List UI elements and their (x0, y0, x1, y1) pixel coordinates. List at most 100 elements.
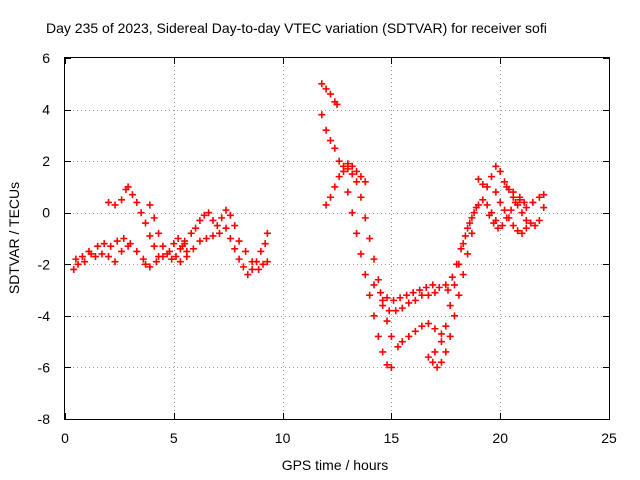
data-point (98, 250, 106, 258)
data-point (196, 237, 204, 245)
data-point (322, 85, 330, 93)
data-point (142, 260, 150, 268)
data-point (318, 111, 326, 119)
x-tick-label: 20 (492, 430, 508, 446)
x-tick-label: 10 (275, 430, 291, 446)
data-point (128, 191, 136, 199)
data-point (483, 183, 491, 191)
data-point (496, 167, 504, 175)
data-point (226, 211, 234, 219)
data-point (231, 245, 239, 253)
data-point (331, 183, 339, 191)
data-point (483, 201, 491, 209)
data-point (509, 222, 517, 230)
data-point (78, 253, 86, 261)
data-point (165, 247, 173, 255)
x-tick-label: 15 (384, 430, 400, 446)
data-point (231, 222, 239, 230)
y-tick-labels: -8 -6 -4 -2 0 2 4 6 (38, 50, 51, 427)
data-point (442, 281, 450, 289)
data-point (429, 281, 437, 289)
data-point (361, 271, 369, 279)
data-point (111, 201, 119, 209)
data-point (205, 209, 213, 217)
data-point (418, 291, 426, 299)
data-point (239, 263, 247, 271)
x-tick-labels: 0 5 10 15 20 25 (61, 430, 617, 446)
y-tick-label: -2 (38, 256, 51, 272)
data-point (531, 222, 539, 230)
data-point (257, 247, 265, 255)
data-point (189, 245, 197, 253)
data-point (353, 167, 361, 175)
data-point (494, 224, 502, 232)
data-point (348, 162, 356, 170)
data-point (433, 363, 441, 371)
data-point (374, 276, 382, 284)
data-point (111, 258, 119, 266)
data-point (133, 198, 141, 206)
data-point (403, 291, 411, 299)
data-point (259, 260, 267, 268)
data-point (174, 235, 182, 242)
data-point (322, 201, 330, 209)
data-point (318, 80, 326, 88)
data-point (468, 214, 476, 222)
data-point (118, 247, 126, 255)
data-point (85, 247, 93, 255)
data-point (366, 291, 374, 299)
data-point (451, 281, 459, 289)
data-point (196, 216, 204, 224)
data-point (392, 307, 400, 315)
y-tick-label: 4 (42, 102, 50, 118)
data-point (170, 240, 178, 248)
data-point (514, 227, 522, 235)
data-point (235, 237, 243, 245)
x-axis-label: GPS time / hours (282, 457, 389, 473)
x-tick-label: 0 (61, 430, 69, 446)
data-point (535, 193, 543, 201)
data-point (150, 214, 158, 222)
data-point (459, 240, 467, 248)
data-point (209, 216, 217, 224)
data-point (451, 312, 459, 320)
data-point (326, 90, 334, 98)
data-point (431, 289, 439, 297)
y-tick-label: -4 (38, 308, 51, 324)
data-point (333, 100, 341, 108)
data-point (474, 175, 482, 183)
data-point (261, 240, 269, 248)
data-point (94, 242, 102, 250)
data-point (509, 188, 517, 196)
data-point (503, 183, 511, 191)
data-point (335, 173, 343, 181)
data-point (522, 204, 530, 212)
data-point (446, 302, 454, 310)
data-point (146, 263, 154, 271)
data-point (142, 219, 150, 227)
data-point (464, 250, 472, 258)
data-point (248, 258, 256, 266)
data-point (348, 170, 356, 178)
data-point (383, 294, 391, 302)
data-point (422, 283, 430, 291)
data-point (353, 229, 361, 237)
data-point (244, 271, 252, 279)
data-point (361, 178, 369, 186)
data-point (255, 265, 263, 273)
data-point (511, 198, 519, 206)
data-point (357, 193, 365, 201)
data-point (442, 322, 450, 330)
data-point (437, 330, 445, 338)
data-point (387, 363, 395, 371)
data-point (215, 229, 223, 237)
grid (65, 58, 609, 419)
data-point (503, 214, 511, 222)
data-point (326, 137, 334, 145)
y-tick-label: -6 (38, 359, 51, 375)
data-point (263, 229, 271, 237)
data-point (113, 237, 121, 245)
data-point (444, 286, 452, 294)
data-point (222, 206, 230, 214)
data-point (263, 258, 271, 266)
